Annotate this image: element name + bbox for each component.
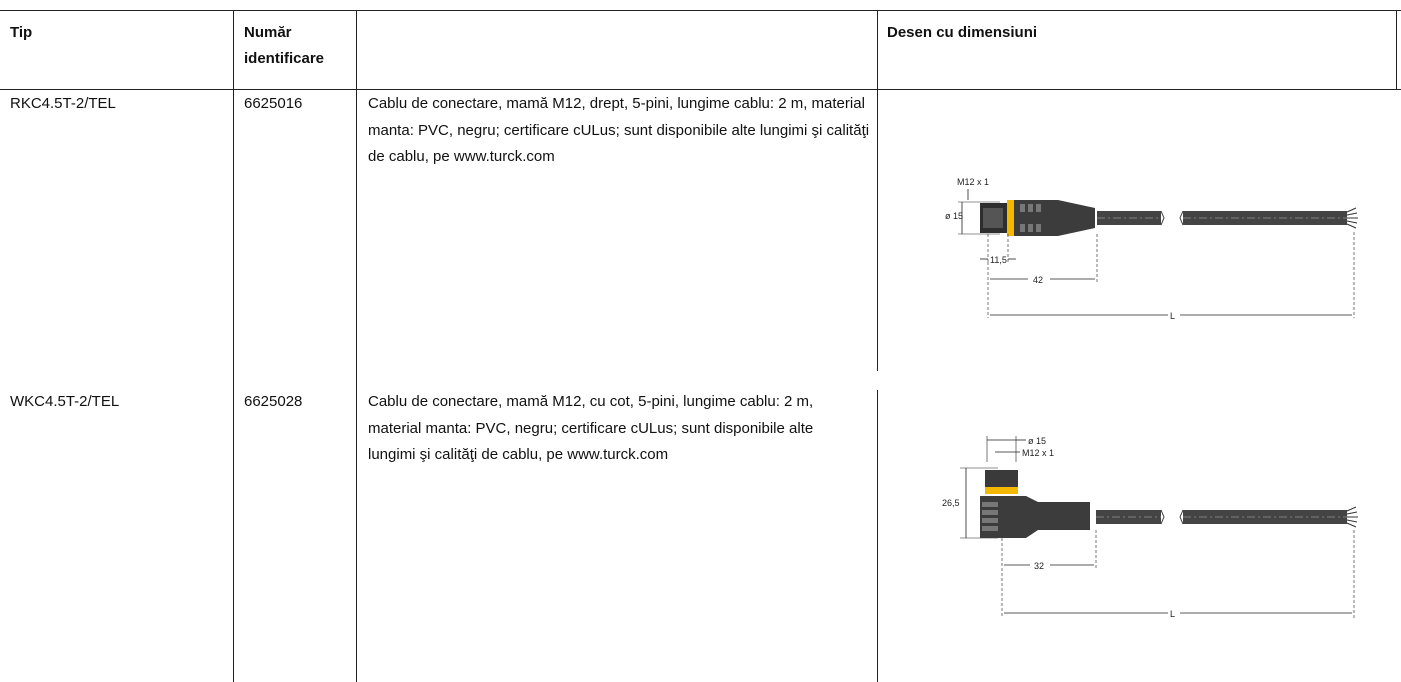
col-divider-3a xyxy=(877,10,878,371)
drawing-1-length-label: L xyxy=(1170,311,1175,321)
drawing-straight-connector: M12 x 1 ø 15 11,5 42 xyxy=(945,177,1358,321)
row-1-description: Cablu de conectare, mamă M12, drept, 5-p… xyxy=(368,95,870,165)
drawing-angled-connector: ø 15 M12 x 1 26,5 32 L xyxy=(942,436,1358,619)
table-right-border xyxy=(1396,10,1397,90)
row-2-description: Cablu de conectare, mamă M12, cu cot, 5-… xyxy=(368,393,814,463)
header-bottom-border xyxy=(0,89,1401,90)
row-1-tip: RKC4.5T-2/TEL xyxy=(10,95,116,112)
drawing-2-yellow-ring xyxy=(985,487,1018,494)
drawing-2-length-label: L xyxy=(1170,609,1175,619)
row-2-tip: WKC4.5T-2/TEL xyxy=(10,393,120,410)
drawing-2-nut xyxy=(985,470,1018,487)
drawing-1-dim-a-label: 11,5 xyxy=(990,255,1007,265)
row-1-id: 6625016 xyxy=(244,95,303,112)
row-2-id: 6625028 xyxy=(244,393,303,410)
drawing-1-yellow-ring xyxy=(1007,200,1014,236)
drawing-1-thread-label: M12 x 1 xyxy=(957,177,989,187)
drawing-2-dim-b-label: 32 xyxy=(1034,561,1044,571)
drawing-1-dim-b-label: 42 xyxy=(1033,275,1043,285)
drawing-2-thread-label: M12 x 1 xyxy=(1022,448,1054,458)
header-tip: Tip xyxy=(10,24,33,41)
header-desen: Desen cu dimensiuni xyxy=(887,24,1038,41)
drawing-1-diameter-label: ø 15 xyxy=(945,211,963,221)
drawing-2-height-label: 26,5 xyxy=(942,498,960,508)
col-divider-1 xyxy=(233,10,234,682)
col-divider-2 xyxy=(356,10,357,682)
table-top-border xyxy=(0,10,1401,11)
col-divider-3b xyxy=(877,390,878,682)
drawing-2-diameter-label: ø 15 xyxy=(1028,436,1046,446)
header-numar: Număr identificare xyxy=(244,24,325,67)
